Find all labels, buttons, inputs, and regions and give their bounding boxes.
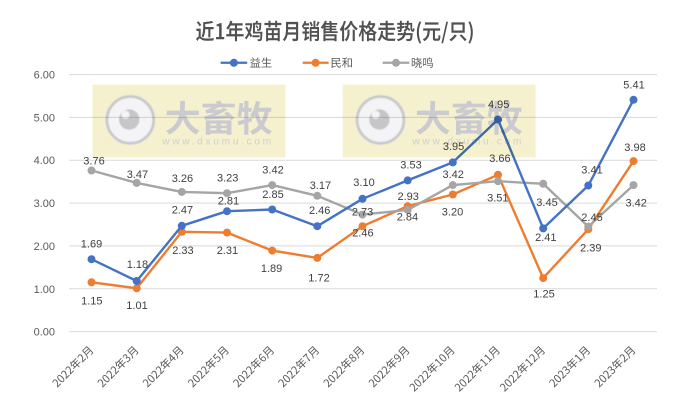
svg-text:www.dxumu.com: www.dxumu.com [161, 137, 274, 148]
svg-text:2.41: 2.41 [535, 232, 556, 244]
svg-text:2.47: 2.47 [172, 205, 193, 217]
svg-text:5.41: 5.41 [623, 80, 644, 92]
svg-text:3.20: 3.20 [442, 206, 463, 218]
svg-text:2.73: 2.73 [352, 206, 373, 218]
svg-text:2.84: 2.84 [397, 212, 418, 224]
svg-text:1.25: 1.25 [533, 289, 554, 301]
svg-text:3.00: 3.00 [34, 198, 55, 210]
svg-text:2.81: 2.81 [218, 195, 239, 207]
svg-text:3.51: 3.51 [487, 193, 508, 205]
svg-text:1.72: 1.72 [308, 273, 329, 285]
svg-text:3.41: 3.41 [581, 165, 602, 177]
svg-text:1.69: 1.69 [81, 238, 102, 250]
svg-text:3.42: 3.42 [625, 198, 646, 210]
svg-text:2.39: 2.39 [580, 242, 601, 254]
svg-text:3.45: 3.45 [536, 197, 557, 209]
svg-text:1.18: 1.18 [127, 259, 148, 271]
svg-text:2.00: 2.00 [34, 241, 55, 253]
svg-text:3.42: 3.42 [262, 164, 283, 176]
svg-text:3.42: 3.42 [442, 169, 463, 181]
svg-text:3.53: 3.53 [400, 159, 421, 171]
svg-text:3.23: 3.23 [217, 173, 238, 185]
svg-text:1.15: 1.15 [81, 296, 102, 308]
svg-text:2.33: 2.33 [172, 245, 193, 257]
svg-text:3.17: 3.17 [310, 180, 331, 192]
svg-text:3.98: 3.98 [624, 142, 645, 154]
svg-text:2.46: 2.46 [352, 227, 373, 239]
svg-text:3.76: 3.76 [83, 156, 104, 168]
svg-text:5.00: 5.00 [34, 112, 55, 124]
svg-text:1.00: 1.00 [34, 284, 55, 296]
svg-text:3.26: 3.26 [172, 173, 193, 185]
svg-text:2.46: 2.46 [309, 205, 330, 217]
svg-text:4.00: 4.00 [34, 155, 55, 167]
svg-text:2.31: 2.31 [217, 245, 238, 257]
svg-text:2.45: 2.45 [581, 212, 602, 224]
svg-text:1.89: 1.89 [261, 263, 282, 275]
svg-text:2.93: 2.93 [397, 191, 418, 203]
svg-text:6.00: 6.00 [34, 70, 55, 82]
svg-text:2.85: 2.85 [262, 189, 283, 201]
svg-text:www.dxumu.com: www.dxumu.com [411, 137, 524, 148]
svg-text:0.00: 0.00 [34, 327, 55, 339]
svg-text:3.47: 3.47 [127, 169, 148, 181]
svg-text:1.01: 1.01 [126, 300, 147, 312]
svg-text:3.10: 3.10 [353, 177, 374, 189]
